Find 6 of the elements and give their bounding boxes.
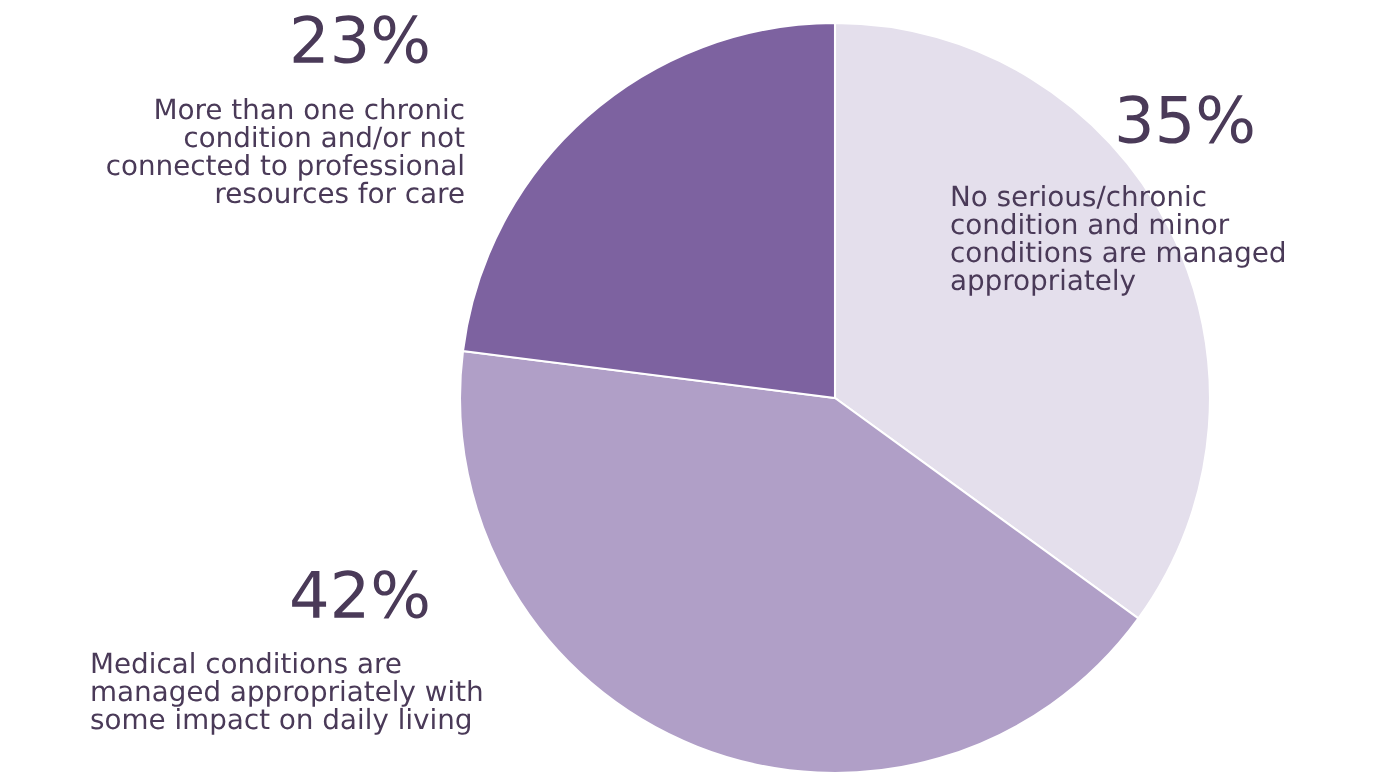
data-label: 42%	[292, 570, 428, 619]
data-label: 35%	[1118, 95, 1253, 144]
slice-label: Medical conditions are managed appropriately with some impact on daily living	[91, 652, 482, 735]
slice-label: More than one chronic condition and/or not connected to professional resources for care	[107, 98, 465, 204]
data-label: 23%	[293, 15, 428, 64]
slice-label: No serious/chronic condition and minor conditions are managed appropriately	[951, 185, 1285, 296]
